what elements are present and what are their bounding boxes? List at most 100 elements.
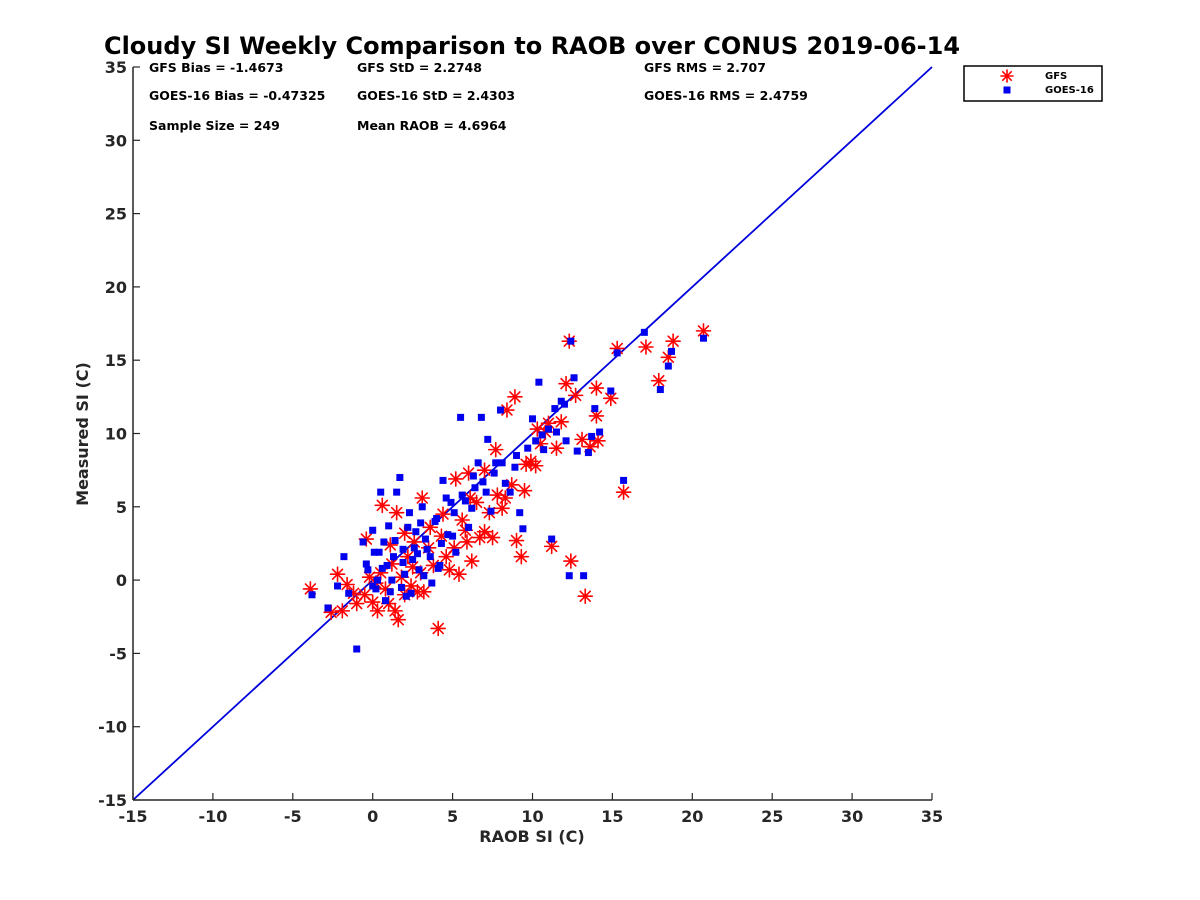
data-point-asterisk: [529, 421, 546, 437]
data-point-square: [535, 378, 543, 386]
data-point-square: [620, 476, 628, 484]
data-point-asterisk: [451, 566, 467, 583]
data-point-square: [565, 572, 573, 580]
legend-box: [963, 65, 1103, 102]
data-point-square: [421, 535, 429, 543]
data-point-square: [474, 459, 482, 467]
x-tick-label: 35: [921, 807, 943, 826]
data-point-asterisk: [494, 500, 510, 517]
data-point-square: [544, 425, 552, 433]
data-point-square: [399, 559, 407, 567]
stat-text: GFS RMS = 2.707: [644, 60, 766, 75]
data-point-square: [538, 431, 546, 439]
data-point-square: [415, 566, 423, 574]
data-point-square: [613, 349, 621, 357]
data-point-square: [442, 494, 450, 502]
x-tick-label: 25: [761, 807, 783, 826]
x-tick-label: 30: [841, 807, 863, 826]
data-point-square: [484, 435, 492, 443]
data-point-square: [433, 515, 441, 523]
data-point-asterisk: [390, 611, 407, 628]
data-point-asterisk: [484, 529, 501, 546]
data-point-asterisk: [476, 523, 493, 540]
data-point-square: [308, 591, 316, 599]
data-point-square: [471, 484, 479, 492]
data-point-square: [513, 451, 521, 459]
data-point-square: [596, 428, 604, 436]
data-point-square: [378, 564, 386, 572]
data-point-square: [359, 538, 367, 546]
data-point-square: [381, 597, 389, 605]
data-point-asterisk: [459, 534, 475, 550]
data-point-asterisk: [665, 333, 681, 349]
data-point-square: [487, 507, 495, 515]
data-point-square: [413, 550, 421, 558]
data-point-square: [369, 582, 377, 590]
data-point-asterisk: [548, 440, 565, 456]
data-point-square: [380, 538, 388, 546]
data-point-square: [391, 537, 399, 545]
data-point-square: [389, 553, 397, 561]
data-point-square: [362, 560, 370, 568]
data-point-square: [461, 497, 469, 505]
data-point-square: [469, 472, 477, 480]
data-point-square: [511, 463, 519, 471]
y-ticks: -15 -10 -5 0 5 10 15 20 25 30 35: [98, 58, 140, 810]
legend-items: GFS GOES-16: [1000, 69, 1094, 96]
x-tick-label: -10: [198, 807, 227, 826]
data-point-square: [562, 437, 570, 445]
data-point-asterisk: [388, 504, 405, 521]
data-point-asterisk: [414, 490, 431, 506]
stat-text: GOES-16 StD = 2.4303: [357, 88, 515, 103]
x-tick-label: 10: [521, 807, 543, 826]
data-point-square: [457, 413, 465, 421]
data-point-square: [375, 548, 383, 556]
data-point-square: [548, 535, 556, 543]
data-point-square: [420, 572, 428, 580]
data-point-asterisk: [374, 497, 391, 514]
data-point-square: [437, 539, 445, 547]
data-point-asterisk: [553, 413, 570, 430]
data-point-square: [428, 579, 436, 587]
stat-text: GFS Bias = -1.4673: [149, 60, 283, 75]
x-tick-label: 0: [367, 807, 378, 826]
data-point-square: [369, 526, 377, 534]
data-point-square: [668, 347, 676, 355]
x-tick-label: -5: [284, 807, 302, 826]
data-point-square: [393, 488, 401, 496]
data-point-asterisk: [543, 538, 560, 555]
data-point-square: [482, 488, 490, 496]
data-point-square: [640, 328, 648, 336]
data-point-square: [334, 582, 342, 590]
y-tick-label: 30: [105, 131, 127, 150]
data-point-square: [410, 544, 418, 552]
x-tick-label: -15: [119, 807, 148, 826]
data-point-asterisk: [558, 375, 574, 392]
data-point-square: [588, 432, 596, 440]
data-point-asterisk: [615, 484, 632, 500]
data-point-square: [477, 413, 485, 421]
x-ticks: -15 -10 -5 0 5 10 15 20 25 30 35: [119, 793, 943, 826]
data-point-square: [506, 488, 514, 496]
data-point-square: [450, 509, 458, 517]
data-point-square: [385, 522, 393, 530]
data-point-square: [607, 387, 615, 395]
data-point-asterisk: [577, 588, 594, 605]
legend-label: GFS: [1045, 71, 1067, 82]
data-point-square: [412, 528, 420, 536]
y-tick-label: -5: [109, 644, 127, 663]
data-point-square: [444, 531, 452, 539]
x-tick-label: 20: [681, 807, 703, 826]
data-point-square: [426, 553, 434, 561]
data-point-square: [573, 447, 581, 455]
stat-text: GFS StD = 2.2748: [357, 60, 482, 75]
stats-annotations: GFS Bias = -1.4673 GFS StD = 2.2748 GFS RM…: [149, 60, 808, 133]
y-tick-label: 0: [116, 571, 127, 590]
legend: GFS GOES-16: [963, 65, 1103, 102]
data-point-square: [340, 553, 348, 561]
y-tick-label: -15: [98, 791, 127, 810]
data-point-square: [501, 479, 509, 487]
data-point-square: [353, 645, 361, 653]
data-point-square: [423, 545, 431, 553]
data-point-square: [345, 589, 353, 597]
